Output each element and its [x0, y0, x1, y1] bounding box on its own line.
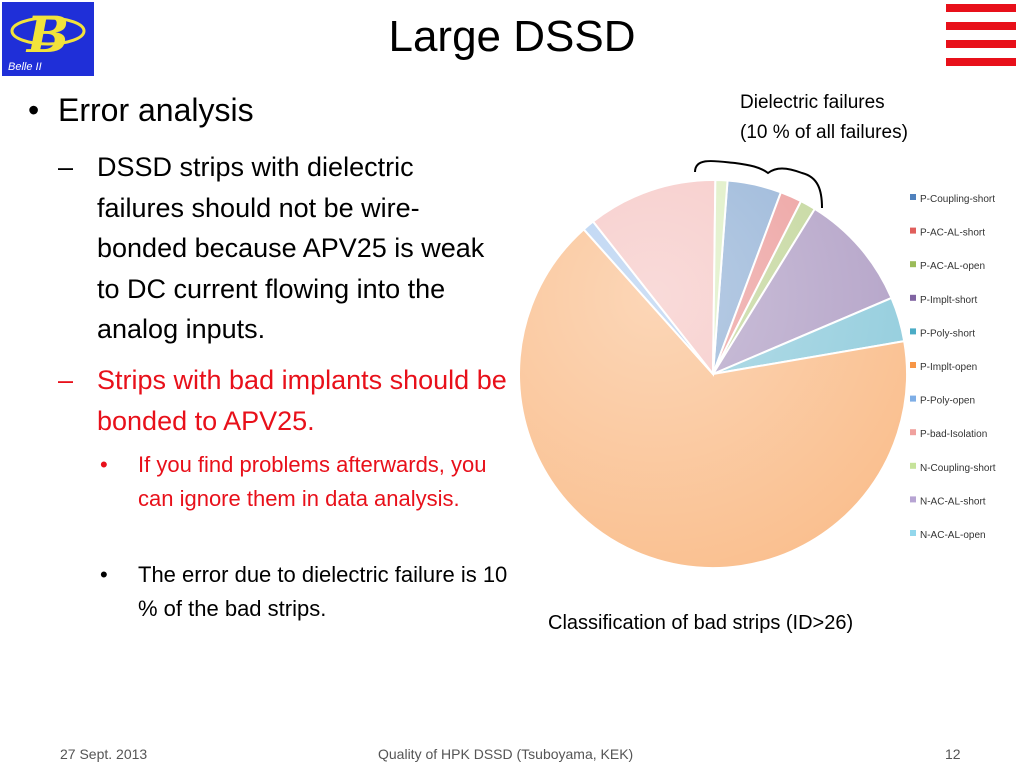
legend-label: N-AC-AL-short [920, 496, 986, 507]
legend-label: N-Coupling-short [920, 463, 996, 474]
legend-label: N-AC-AL-open [920, 530, 986, 541]
point-2-text: Strips with bad implants should be bonde… [97, 365, 507, 436]
legend-label: P-Implt-open [920, 362, 977, 373]
legend-swatch [910, 227, 916, 234]
legend-label: P-AC-AL-short [920, 228, 985, 239]
pie-chart: P-Coupling-short P-AC-AL-short P-AC-AL-ope… [518, 160, 996, 569]
menu-icon[interactable] [946, 4, 1018, 66]
sub-1-text: If you find problems afterwards, you can… [138, 452, 487, 511]
footer-title: Quality of HPK DSSD (Tsuboyama, KEK) [378, 746, 634, 762]
annotation-line-1: Dielectric failures [740, 92, 885, 113]
chart-caption: Classification of bad strips (ID>26) [548, 612, 854, 634]
point-1-text: DSSD strips with dielectric failures sho… [97, 152, 485, 344]
dielectric-annotation: Dielectric failures (10 % of all failure… [740, 88, 908, 148]
legend-swatch [910, 362, 916, 368]
legend-swatch [910, 328, 916, 335]
legend-label: P-Poly-open [920, 396, 975, 407]
legend-swatch [910, 294, 916, 301]
legend-swatch [910, 530, 916, 536]
chart-legend: P-Coupling-short P-AC-AL-short P-AC-AL-ope… [910, 194, 996, 541]
bullet-icon: • [100, 562, 108, 587]
bullet-icon: • [28, 92, 40, 128]
dielectric-brace [694, 160, 823, 209]
dash-icon: – [58, 365, 74, 395]
legend-swatch [910, 395, 916, 402]
legend-label: P-Implt-short [920, 295, 977, 306]
legend-swatch [910, 496, 916, 503]
legend-label: P-Poly-short [920, 328, 975, 339]
heading-text: Error analysis [58, 92, 254, 128]
page-number: 12 [945, 746, 961, 762]
slide-title: Large DSSD [388, 12, 636, 61]
footer-date: 27 Sept. 2013 [60, 746, 148, 762]
legend-label: P-Coupling-short [920, 194, 995, 205]
belle-ii-logo: B Belle II [2, 2, 94, 76]
legend-swatch [910, 462, 916, 469]
sub-2-text: The error due to dielectric failure is 1… [138, 562, 508, 621]
legend-swatch [910, 261, 916, 268]
dash-icon: – [58, 152, 74, 182]
annotation-line-2: (10 % of all failures) [740, 122, 908, 143]
legend-label: P-AC-AL-open [920, 261, 985, 272]
bullet-icon: • [100, 452, 108, 477]
legend-swatch [910, 429, 916, 436]
logo-text: Belle II [8, 61, 42, 73]
legend-swatch [910, 194, 916, 200]
legend-label: P-bad-Isolation [920, 429, 987, 440]
svg-text:B: B [25, 5, 69, 64]
